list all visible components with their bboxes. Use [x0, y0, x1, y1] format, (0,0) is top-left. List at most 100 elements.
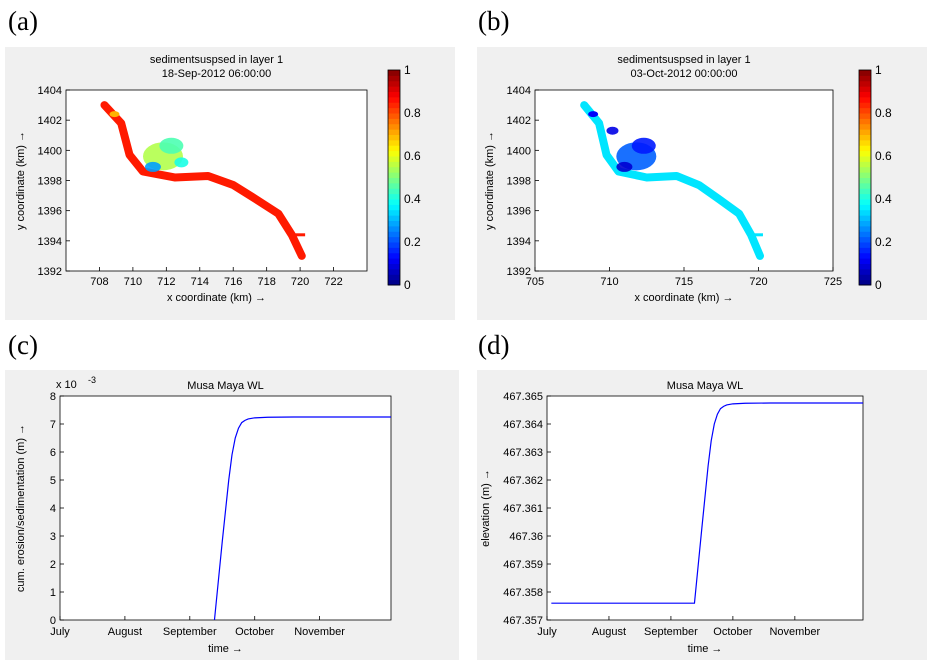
b-colorbar-segment — [859, 134, 871, 141]
c-title: Musa Maya WL — [187, 380, 263, 392]
a-y-tick-label: 1398 — [38, 176, 62, 188]
d-plot-area — [546, 395, 864, 621]
a-colorbar-segment — [388, 118, 400, 125]
a-y-tick-label: 1392 — [38, 266, 62, 278]
d-x-axis-label: time → — [688, 643, 723, 655]
a-colorbar-segment — [388, 188, 400, 195]
a-colorbar-segment — [388, 263, 400, 270]
b-x-tick-label: 710 — [600, 276, 618, 288]
a-colorbar-segment — [388, 80, 400, 87]
a-colorbar-segment — [388, 166, 400, 173]
b-colorbar-segment — [859, 96, 871, 103]
a-y-tick-label: 1404 — [38, 85, 62, 97]
c-x-tick-label: November — [294, 626, 345, 638]
b-colorbar-tick-label: 0.4 — [875, 192, 892, 206]
a-colorbar-segment — [388, 75, 400, 82]
a-colorbar-segment — [388, 193, 400, 200]
b-colorbar-segment — [859, 199, 871, 205]
a-x-axis-label: x coordinate (km) → — [167, 292, 266, 304]
d-y-tick-label: 467.365 — [503, 391, 543, 403]
b-colorbar-segment — [859, 263, 871, 270]
c-y-tick-label: 0 — [50, 615, 56, 627]
b-colorbar-segment — [859, 161, 871, 168]
a-colorbar-segment — [388, 258, 400, 264]
a-colorbar-segment — [388, 252, 400, 259]
b-y-tick-label: 1400 — [507, 145, 531, 157]
d-x-tick-label: August — [592, 626, 626, 638]
d-y-tick-label: 467.362 — [503, 475, 543, 487]
a-colorbar-segment — [388, 199, 400, 205]
a-lake-patch — [144, 161, 161, 172]
b-colorbar-segment — [859, 236, 871, 243]
b-colorbar-segment — [859, 258, 871, 264]
a-colorbar-segment — [388, 107, 400, 114]
d-y-axis-label: elevation (m) → — [480, 469, 492, 547]
a-colorbar-segment — [388, 274, 400, 281]
b-y-tick-label: 1402 — [507, 115, 531, 127]
d-y-tick-label: 467.361 — [503, 503, 543, 515]
b-colorbar-segment — [859, 91, 871, 98]
b-lake-patch — [606, 126, 619, 135]
b-lake-patch — [631, 137, 656, 154]
b-colorbar-tick-label: 1 — [875, 63, 882, 77]
b-x-tick-label: 720 — [749, 276, 767, 288]
b-colorbar-segment — [859, 118, 871, 125]
d-y-tick-label: 467.359 — [503, 559, 543, 571]
a-x-tick-label: 714 — [191, 276, 209, 288]
c-x-tick-label: July — [50, 626, 70, 638]
c-exponent-label: x 10 — [56, 379, 77, 391]
a-colorbar-tick-label: 1 — [404, 63, 411, 77]
a-x-tick-label: 718 — [257, 276, 275, 288]
a-x-tick-label: 710 — [124, 276, 142, 288]
panel-label-a: (a) — [8, 6, 38, 36]
b-colorbar-segment — [859, 193, 871, 200]
a-colorbar-segment — [388, 182, 400, 189]
b-colorbar-segment — [859, 247, 871, 254]
b-colorbar-segment — [859, 113, 871, 119]
b-colorbar-segment — [859, 274, 871, 281]
b-river-channel — [580, 101, 764, 260]
a-colorbar-segment — [388, 145, 400, 152]
a-colorbar-segment — [388, 247, 400, 254]
a-colorbar-segment — [388, 139, 400, 146]
a-colorbar-segment — [388, 123, 400, 130]
a-colorbar-tick-label: 0.8 — [404, 106, 421, 120]
a-colorbar-segment — [388, 134, 400, 141]
a-colorbar-segment — [388, 129, 400, 135]
c-y-tick-label: 1 — [50, 587, 56, 599]
a-colorbar-frame — [387, 69, 401, 286]
b-colorbar-segment — [859, 279, 871, 286]
a-colorbar-segment — [388, 242, 400, 248]
c-y-tick-label: 2 — [50, 559, 56, 571]
b-colorbar-segment — [859, 220, 871, 227]
b-colorbar-segment — [859, 231, 871, 238]
d-x-tick-label: November — [769, 626, 820, 638]
a-y-tick-label: 1396 — [38, 206, 62, 218]
b-colorbar-segment — [859, 166, 871, 173]
c-y-tick-label: 5 — [50, 475, 56, 487]
b-lake-patch — [616, 161, 633, 172]
b-colorbar-segment — [859, 80, 871, 87]
a-colorbar-segment — [388, 86, 400, 92]
b-colorbar-segment — [859, 123, 871, 130]
a-colorbar-segment — [388, 225, 400, 232]
a-title: sedimentsuspsed in layer 1 — [150, 54, 283, 66]
b-title: sedimentsuspsed in layer 1 — [617, 54, 750, 66]
b-colorbar-tick-label: 0 — [875, 278, 882, 292]
d-y-tick-label: 467.357 — [503, 615, 543, 627]
a-y-tick-label: 1402 — [38, 115, 62, 127]
c-x-axis-label: time → — [208, 643, 243, 655]
a-colorbar-segment — [388, 220, 400, 227]
b-colorbar-segment — [859, 75, 871, 82]
b-colorbar-segment — [859, 188, 871, 195]
d-x-tick-label: September — [644, 626, 698, 638]
a-x-tick-label: 712 — [157, 276, 175, 288]
a-colorbar-tick-label: 0 — [404, 278, 411, 292]
a-y-axis-label: y coordinate (km) → — [15, 131, 27, 230]
c-y-tick-label: 8 — [50, 391, 56, 403]
a-river-channel — [100, 101, 306, 260]
a-colorbar-segment — [388, 177, 400, 184]
c-x-tick-label: October — [235, 626, 274, 638]
